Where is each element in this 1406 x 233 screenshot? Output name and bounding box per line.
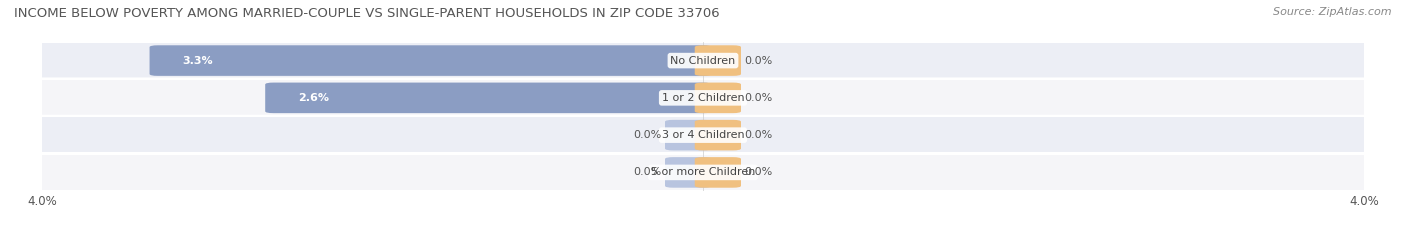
- Text: 3 or 4 Children: 3 or 4 Children: [662, 130, 744, 140]
- Text: 0.0%: 0.0%: [744, 130, 772, 140]
- Text: 3.3%: 3.3%: [183, 56, 214, 65]
- FancyBboxPatch shape: [665, 120, 711, 151]
- Text: 0.0%: 0.0%: [744, 56, 772, 65]
- FancyBboxPatch shape: [665, 157, 711, 188]
- Text: 1 or 2 Children: 1 or 2 Children: [662, 93, 744, 103]
- Text: 0.0%: 0.0%: [634, 168, 662, 177]
- Text: 2.6%: 2.6%: [298, 93, 329, 103]
- Text: INCOME BELOW POVERTY AMONG MARRIED-COUPLE VS SINGLE-PARENT HOUSEHOLDS IN ZIP COD: INCOME BELOW POVERTY AMONG MARRIED-COUPL…: [14, 7, 720, 20]
- FancyBboxPatch shape: [695, 82, 741, 113]
- Text: 0.0%: 0.0%: [744, 168, 772, 177]
- Text: Source: ZipAtlas.com: Source: ZipAtlas.com: [1274, 7, 1392, 17]
- FancyBboxPatch shape: [149, 45, 711, 76]
- FancyBboxPatch shape: [39, 41, 1367, 80]
- FancyBboxPatch shape: [39, 79, 1367, 117]
- FancyBboxPatch shape: [695, 157, 741, 188]
- Text: No Children: No Children: [671, 56, 735, 65]
- Text: 5 or more Children: 5 or more Children: [651, 168, 755, 177]
- FancyBboxPatch shape: [695, 45, 741, 76]
- FancyBboxPatch shape: [39, 153, 1367, 192]
- Text: 0.0%: 0.0%: [634, 130, 662, 140]
- FancyBboxPatch shape: [266, 82, 711, 113]
- FancyBboxPatch shape: [39, 116, 1367, 154]
- Text: 0.0%: 0.0%: [744, 93, 772, 103]
- FancyBboxPatch shape: [695, 120, 741, 151]
